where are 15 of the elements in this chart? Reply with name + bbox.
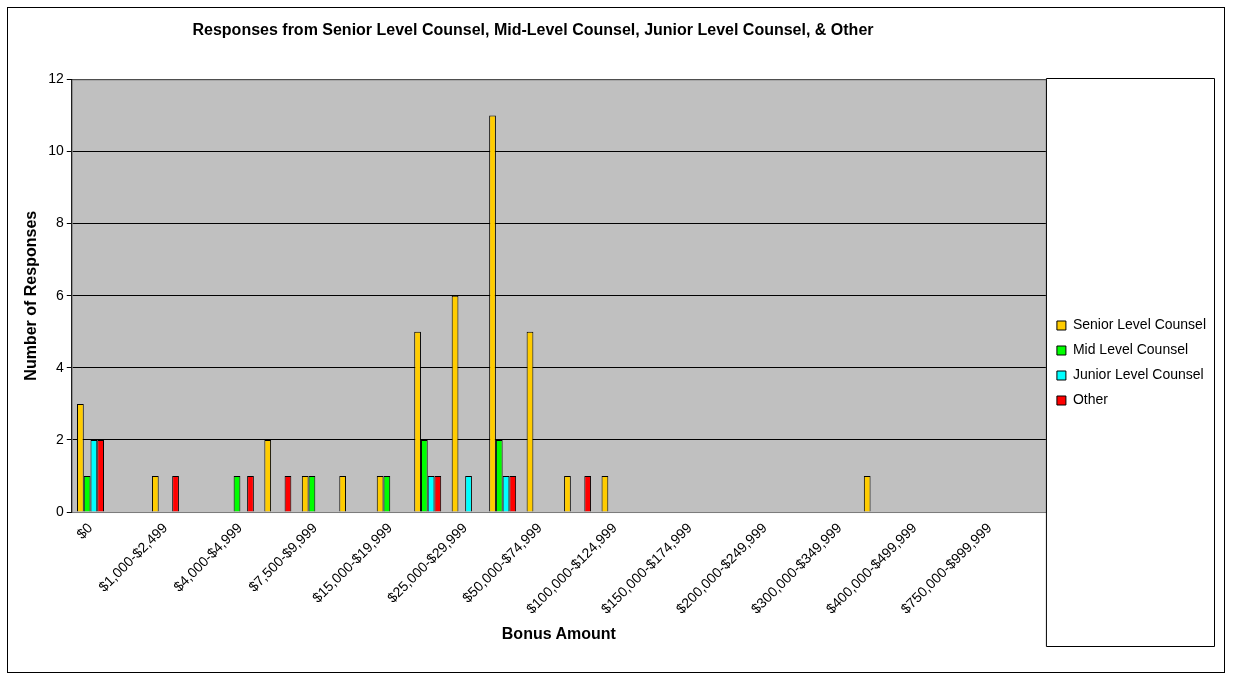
legend-label: Other xyxy=(1072,391,1109,408)
y-tick-label: 0 xyxy=(55,502,64,519)
chart-title: Responses from Senior Level Counsel, Mid-Level Counsel, Junior Level Counsel, & Other xyxy=(192,20,874,40)
legend-label: Mid Level Counsel xyxy=(1072,341,1189,358)
y-tick-label: 12 xyxy=(48,70,64,87)
y-tick-label: 6 xyxy=(55,286,64,303)
y-tick-label: 10 xyxy=(48,142,64,159)
y-tick-label: 2 xyxy=(55,430,64,447)
legend-label: Junior Level Counsel xyxy=(1072,366,1204,383)
y-tick-label: 8 xyxy=(55,214,64,231)
x-tick-label: $0 xyxy=(73,519,96,542)
legend-label: Senior Level Counsel xyxy=(1072,316,1207,333)
y-axis-title: Number of Responses xyxy=(22,210,40,381)
x-axis-title: Bonus Amount xyxy=(501,624,617,642)
y-tick-label: 4 xyxy=(55,358,64,375)
